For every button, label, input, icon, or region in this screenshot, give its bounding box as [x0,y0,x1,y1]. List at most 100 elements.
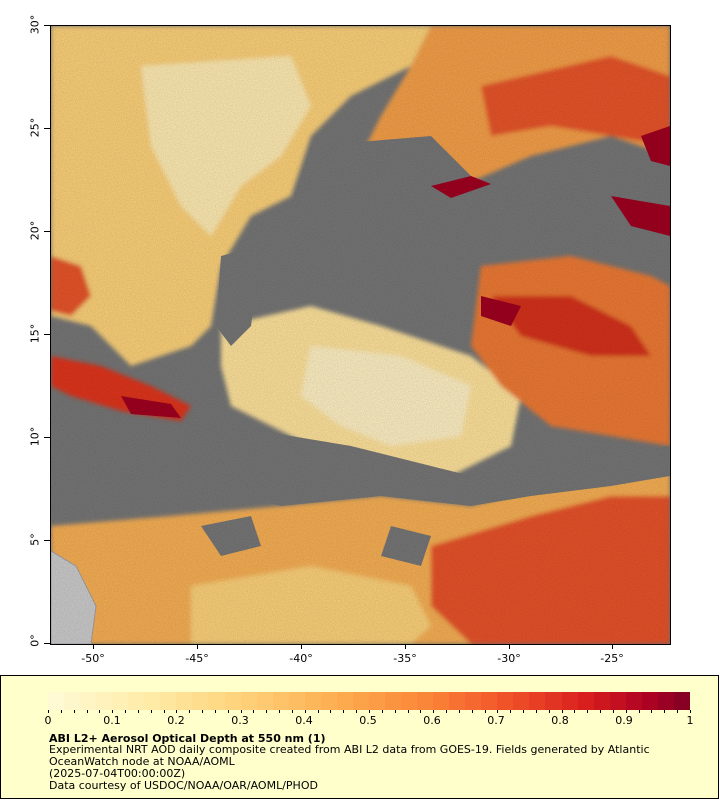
xtick-minus35: -35° [393,652,417,665]
ytick-mark [44,25,50,26]
colorbar [48,692,690,710]
xtick-mark [509,644,510,649]
colorbar-segment [577,692,594,710]
xtick-minus30: -30° [497,652,521,665]
ytick-20: 20° [28,220,42,241]
colorbar-segment [240,692,257,710]
legend-title: ABI L2+ Aerosol Optical Depth at 550 nm … [49,732,326,745]
colorbar-label: 0.4 [295,714,313,727]
colorbar-label: 0.9 [615,714,633,727]
colorbar-segment [657,692,674,710]
xtick-minus50: -50° [81,652,105,665]
colorbar-label: 0.8 [551,714,569,727]
colorbar-tick [150,710,152,713]
colorbar-tick [612,710,614,713]
colorbar-segment [641,692,658,710]
xtick-mark [612,644,613,649]
colorbar-tick [574,710,576,713]
colorbar-tick [189,710,191,713]
colorbar-segment [304,692,321,710]
xtick-minus40: -40° [289,652,313,665]
colorbar-tick [266,710,268,713]
colorbar-tick [125,710,127,713]
colorbar-segment [625,692,642,710]
colorbar-tick [497,710,499,713]
colorbar-tick [625,710,627,713]
colorbar-tick [458,710,460,713]
colorbar-tick [99,710,101,713]
colorbar-tick [317,710,319,713]
colorbar-segment [336,692,353,710]
colorbar-label: 0.6 [423,714,441,727]
ytick-25: 25° [28,117,42,138]
ytick-mark [44,128,50,129]
description-credit: Data courtesy of USDOC/NOAA/OAR/AOML/PHO… [49,779,318,792]
ytick-mark [44,540,50,541]
ytick-15: 15° [28,323,42,344]
colorbar-segment [673,692,690,710]
colorbar-segment [256,692,273,710]
colorbar-segment [192,692,209,710]
colorbar-segment [224,692,241,710]
colorbar-tick [381,710,383,713]
colorbar-tick [48,710,49,713]
texture-overlay [51,26,670,644]
colorbar-segment [497,692,514,710]
colorbar-tick [279,710,281,713]
colorbar-segment [593,692,610,710]
colorbar-tick [446,710,448,713]
description-date: (2025-07-04T00:00:00Z) [49,767,186,780]
description-line: Experimental NRT AOD daily composite cre… [49,743,650,756]
colorbar-tick [677,710,679,713]
colorbar-tick [664,710,666,713]
colorbar-label: 0.2 [167,714,185,727]
colorbar-tick [86,710,88,713]
xtick-minus25: -25° [600,652,624,665]
colorbar-tick [484,710,486,713]
colorbar-tick [561,710,563,713]
colorbar-tick [227,710,229,713]
colorbar-tick [369,710,370,713]
colorbar-segment [368,692,385,710]
colorbar-segment [288,692,305,710]
colorbar-tick [240,710,242,713]
colorbar-tick [137,710,139,713]
colorbar-segment [320,692,337,710]
aod-map [50,25,671,645]
colorbar-tick [330,710,332,713]
ytick-30: 30° [28,14,42,35]
xtick-minus45: -45° [185,652,209,665]
colorbar-segment [208,692,225,710]
colorbar-tick [600,710,602,713]
colorbar-segment [401,692,418,710]
xtick-mark [197,644,198,649]
colorbar-segment [160,692,177,710]
ytick-mark [44,334,50,335]
xtick-mark [405,644,406,649]
colorbar-segment [609,692,626,710]
colorbar-segment [384,692,402,710]
colorbar-segment [529,692,546,710]
colorbar-tick [510,710,512,713]
colorbar-tick [420,710,422,713]
ytick-mark [44,643,50,644]
colorbar-tick [638,710,640,713]
colorbar-tick [356,710,358,713]
colorbar-segment [176,692,193,710]
colorbar-label: 0.7 [487,714,505,727]
colorbar-segment [96,692,113,710]
colorbar-tick [523,710,525,713]
colorbar-tick [60,710,62,713]
colorbar-tick [343,710,345,713]
colorbar-tick [587,710,589,713]
colorbar-tick [202,710,204,713]
colorbar-label: 1 [686,714,694,727]
colorbar-tick [548,710,550,713]
xtick-mark [301,644,302,649]
colorbar-tick [176,710,178,713]
colorbar-tick [304,710,306,713]
colorbar-tick [394,710,396,713]
colorbar-label: 0.1 [103,714,121,727]
ytick-5: 5° [28,533,42,546]
colorbar-segment [465,692,482,710]
